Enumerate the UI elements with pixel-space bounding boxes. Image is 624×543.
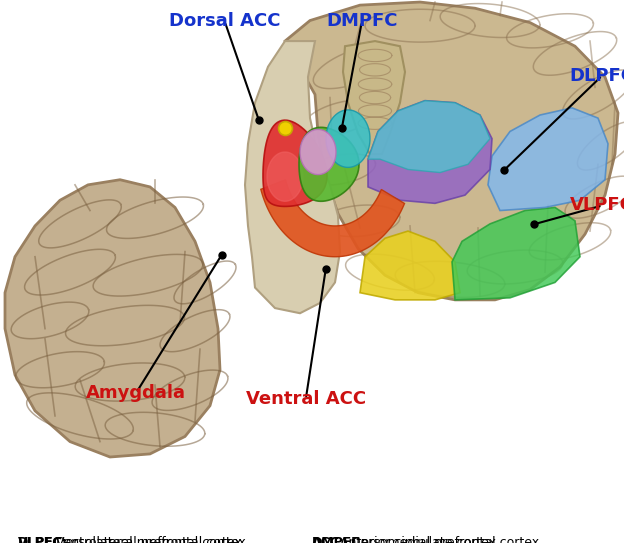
PathPatch shape (488, 108, 608, 211)
Text: DLPFC: DLPFC (570, 67, 624, 85)
Text: ACC:: ACC: (312, 536, 345, 543)
Text: DLPFC:: DLPFC: (17, 536, 67, 543)
PathPatch shape (261, 180, 404, 257)
PathPatch shape (263, 120, 327, 206)
Text: VLPFC: VLPFC (570, 197, 624, 214)
PathPatch shape (326, 110, 370, 167)
Text: VLPFC:: VLPFC: (17, 536, 67, 543)
PathPatch shape (299, 128, 359, 201)
PathPatch shape (452, 207, 580, 300)
Text: Dorsal ACC: Dorsal ACC (169, 12, 280, 30)
PathPatch shape (368, 100, 490, 173)
Polygon shape (267, 152, 303, 201)
Text: Amygdala: Amygdala (86, 384, 186, 402)
PathPatch shape (285, 2, 618, 300)
PathPatch shape (245, 41, 340, 313)
Text: Ventral ACC: Ventral ACC (246, 390, 366, 408)
Text: Anterior cingulate cortex: Anterior cingulate cortex (336, 536, 496, 543)
PathPatch shape (5, 180, 220, 457)
PathPatch shape (368, 100, 492, 203)
PathPatch shape (360, 231, 460, 300)
PathPatch shape (343, 41, 405, 154)
Text: Ventrolateral prefrontal cortex: Ventrolateral prefrontal cortex (52, 536, 246, 543)
Text: Dorsomedial prefrontal cortex: Dorsomedial prefrontal cortex (347, 536, 539, 543)
Text: DMPFC:: DMPFC: (312, 536, 366, 543)
Text: Dorsolateral prefrontal cortex: Dorsolateral prefrontal cortex (52, 536, 242, 543)
Text: DMPFC: DMPFC (326, 12, 397, 30)
PathPatch shape (300, 129, 336, 175)
